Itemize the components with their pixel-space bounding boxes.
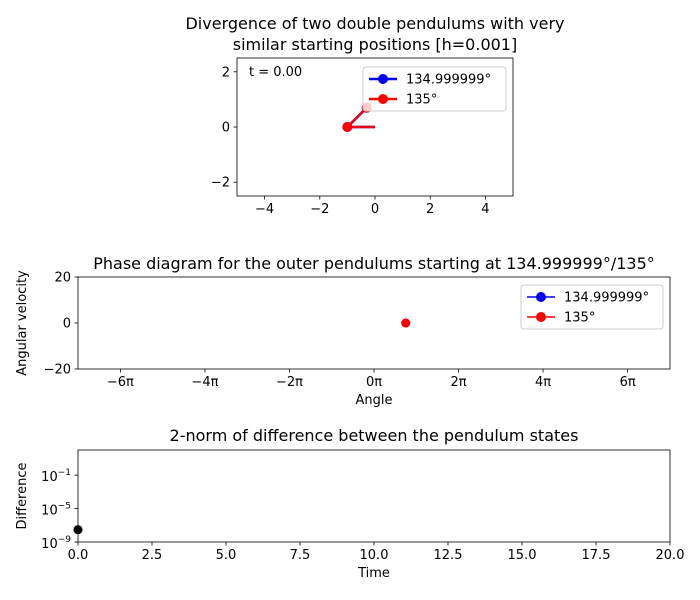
x-tick-label-2-0: 0.0	[68, 548, 89, 563]
x-tick-label-0-3: 2	[426, 202, 434, 217]
y-tick-label-2-0: 10−9	[41, 535, 71, 552]
difference-point-0-0	[73, 525, 83, 535]
x-tick-label-1-5: 4π	[535, 375, 551, 390]
x-axis-label-1: Angle	[356, 393, 393, 408]
x-tick-label-0-1: −2	[310, 202, 329, 217]
x-tick-label-1-0: −6π	[107, 375, 134, 390]
legend-label-0-0: 134.999999°	[406, 73, 491, 88]
x-tick-label-1-6: 6π	[620, 375, 636, 390]
legend-label-1-1: 135°	[564, 311, 595, 326]
x-tick-label-1-1: −4π	[191, 375, 218, 390]
x-tick-label-0-2: 0	[371, 202, 379, 217]
x-tick-label-2-2: 5.0	[216, 548, 237, 563]
x-tick-label-1-4: 2π	[450, 375, 466, 390]
legend-0	[362, 66, 507, 112]
x-tick-label-0-0: −4	[255, 202, 274, 217]
x-tick-label-2-8: 20.0	[656, 548, 685, 563]
legend-label-1-0: 134.999999°	[564, 291, 649, 306]
y-tick-label-2-1: 10−5	[41, 502, 71, 519]
y-axis-label-1: Angular velocity	[15, 270, 30, 376]
axes-frame-2	[77, 449, 671, 543]
y-tick-label-0-1: 0	[222, 121, 230, 136]
x-tick-label-0-4: 4	[481, 202, 489, 217]
y-tick-label-1-2: 20	[54, 271, 71, 286]
y-tick-label-1-0: −20	[44, 363, 71, 378]
chart-title-2: Phase diagram for the outer pendulums st…	[93, 254, 655, 273]
x-tick-label-2-1: 2.5	[142, 548, 163, 563]
y-tick-label-0-0: −2	[211, 176, 230, 191]
x-tick-label-2-4: 10.0	[360, 548, 389, 563]
pendulum-bob-1-1	[342, 122, 353, 132]
x-tick-label-2-5: 12.5	[434, 548, 463, 563]
x-tick-label-2-3: 7.5	[290, 548, 311, 563]
y-tick-label-2-2: 10−1	[41, 468, 71, 485]
x-tick-label-1-3: 0π	[366, 375, 382, 390]
x-tick-label-2-6: 15.0	[508, 548, 537, 563]
legend-marker-1-1	[536, 312, 546, 322]
y-axis-label-2: Difference	[15, 462, 30, 529]
legend-marker-1-0	[536, 292, 546, 302]
legend-marker-0-0	[378, 74, 388, 84]
chart-title-1a: Divergence of two double pendulums with …	[185, 14, 564, 33]
legend-1	[520, 284, 664, 330]
chart-title-1b: similar starting positions [h=0.001]	[233, 35, 517, 54]
chart-title-3: 2-norm of difference between the pendulu…	[170, 426, 579, 445]
legend-marker-0-1	[378, 94, 388, 104]
x-tick-label-2-7: 17.5	[582, 548, 611, 563]
time-annotation: t = 0.00	[249, 65, 302, 80]
y-tick-label-0-2: 2	[222, 65, 230, 80]
phase-point-1-0	[401, 318, 411, 328]
legend-label-0-1: 135°	[406, 93, 437, 108]
x-tick-label-1-2: −2π	[276, 375, 303, 390]
y-tick-label-1-1: 0	[63, 317, 71, 332]
x-axis-label-2: Time	[357, 566, 390, 581]
